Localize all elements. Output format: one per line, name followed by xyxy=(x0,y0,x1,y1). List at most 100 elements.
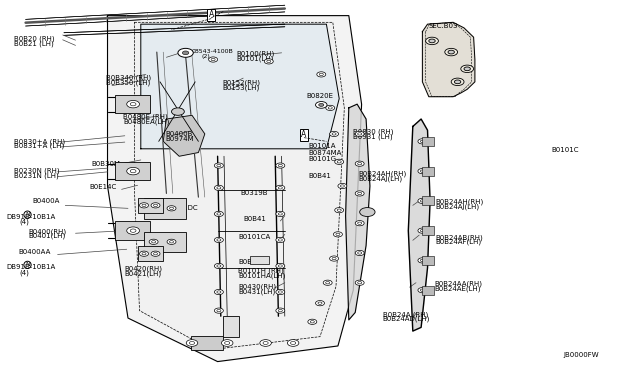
Circle shape xyxy=(333,232,342,237)
Circle shape xyxy=(316,102,327,108)
Text: B0B350 (LH): B0B350 (LH) xyxy=(106,80,150,86)
Circle shape xyxy=(355,221,364,226)
Text: B0400A: B0400A xyxy=(32,198,60,204)
Circle shape xyxy=(323,280,332,285)
Circle shape xyxy=(278,213,282,215)
Text: B0101HA(LH): B0101HA(LH) xyxy=(238,272,285,279)
Circle shape xyxy=(217,213,221,215)
Text: N: N xyxy=(25,212,30,217)
Circle shape xyxy=(336,233,340,235)
Circle shape xyxy=(151,251,160,256)
Circle shape xyxy=(278,164,282,167)
Circle shape xyxy=(264,59,273,64)
Circle shape xyxy=(217,164,221,167)
Text: B0400(RH): B0400(RH) xyxy=(29,228,67,235)
Circle shape xyxy=(276,289,285,295)
Text: A: A xyxy=(209,10,214,19)
Text: B0152(RH): B0152(RH) xyxy=(223,79,260,86)
Circle shape xyxy=(420,200,424,202)
Text: B0101G: B0101G xyxy=(308,156,337,162)
Text: B0820E: B0820E xyxy=(306,93,333,99)
Circle shape xyxy=(217,187,221,189)
Circle shape xyxy=(429,39,435,43)
Text: B0B340 (RH): B0B340 (RH) xyxy=(106,75,151,81)
Circle shape xyxy=(420,140,424,142)
Text: B0B24A (RH): B0B24A (RH) xyxy=(383,311,428,318)
Text: (4): (4) xyxy=(19,218,29,225)
Circle shape xyxy=(335,208,344,213)
Circle shape xyxy=(420,170,424,172)
Bar xyxy=(422,256,434,265)
Text: B0480EA(LH): B0480EA(LH) xyxy=(123,119,169,125)
Circle shape xyxy=(214,237,223,243)
Circle shape xyxy=(332,257,336,260)
Text: B0101H (RH): B0101H (RH) xyxy=(238,267,284,274)
Text: B0B24AB(RH): B0B24AB(RH) xyxy=(435,234,483,241)
Text: B0B24AH(RH): B0B24AH(RH) xyxy=(435,198,483,205)
Circle shape xyxy=(454,80,461,84)
Circle shape xyxy=(221,340,233,346)
Text: B0480E (RH): B0480E (RH) xyxy=(123,114,168,121)
Circle shape xyxy=(172,108,184,115)
Text: B0B24AH(RH): B0B24AH(RH) xyxy=(358,171,406,177)
Circle shape xyxy=(154,253,157,255)
Circle shape xyxy=(418,288,427,293)
Text: N: N xyxy=(25,262,30,267)
Circle shape xyxy=(326,105,335,110)
Text: B0B24AA(RH): B0B24AA(RH) xyxy=(434,280,482,287)
Text: B0B40: B0B40 xyxy=(238,259,261,265)
Polygon shape xyxy=(163,115,205,156)
Circle shape xyxy=(167,239,176,244)
Circle shape xyxy=(335,159,344,164)
Circle shape xyxy=(278,239,282,241)
Circle shape xyxy=(308,319,317,324)
Circle shape xyxy=(154,204,157,206)
Text: B0B24AF(LH): B0B24AF(LH) xyxy=(435,239,481,246)
Text: B0400B: B0400B xyxy=(165,131,193,137)
Circle shape xyxy=(263,341,268,344)
Circle shape xyxy=(461,65,474,73)
Text: DB91B-10B1A: DB91B-10B1A xyxy=(6,214,56,219)
Circle shape xyxy=(276,185,285,190)
Text: B0230N (RH): B0230N (RH) xyxy=(14,168,60,174)
Text: B0874MA: B0874MA xyxy=(308,150,342,155)
Text: B0B24AJ(LH): B0B24AJ(LH) xyxy=(358,176,403,182)
Circle shape xyxy=(217,291,221,293)
Circle shape xyxy=(445,48,458,56)
Circle shape xyxy=(178,48,193,57)
Text: B0B24AE(LH): B0B24AE(LH) xyxy=(434,285,481,292)
Polygon shape xyxy=(408,119,430,331)
Text: B0B41: B0B41 xyxy=(243,216,266,222)
Circle shape xyxy=(276,308,285,313)
Bar xyxy=(422,196,434,205)
Circle shape xyxy=(358,192,362,195)
Circle shape xyxy=(127,227,140,234)
Circle shape xyxy=(426,37,438,45)
Text: SEC.B03: SEC.B03 xyxy=(429,23,458,29)
Circle shape xyxy=(340,185,344,187)
Polygon shape xyxy=(422,22,475,97)
Circle shape xyxy=(464,67,470,71)
Circle shape xyxy=(358,133,362,135)
Circle shape xyxy=(420,230,424,232)
Circle shape xyxy=(214,263,223,269)
Text: A: A xyxy=(301,130,307,139)
Bar xyxy=(138,246,163,261)
Circle shape xyxy=(211,58,215,61)
Circle shape xyxy=(310,321,314,323)
Text: B0101CA: B0101CA xyxy=(238,234,270,240)
Text: B0101C: B0101C xyxy=(552,147,579,153)
Circle shape xyxy=(358,163,362,165)
Circle shape xyxy=(127,167,140,175)
Circle shape xyxy=(276,211,285,217)
Circle shape xyxy=(358,252,362,254)
Circle shape xyxy=(332,133,336,135)
Circle shape xyxy=(337,161,341,163)
Circle shape xyxy=(287,340,299,346)
Circle shape xyxy=(260,340,271,346)
Text: B0931 (LH): B0931 (LH) xyxy=(353,134,393,140)
Circle shape xyxy=(330,256,339,261)
Circle shape xyxy=(131,229,136,232)
Text: B0400AA: B0400AA xyxy=(18,249,51,255)
Circle shape xyxy=(418,169,427,174)
